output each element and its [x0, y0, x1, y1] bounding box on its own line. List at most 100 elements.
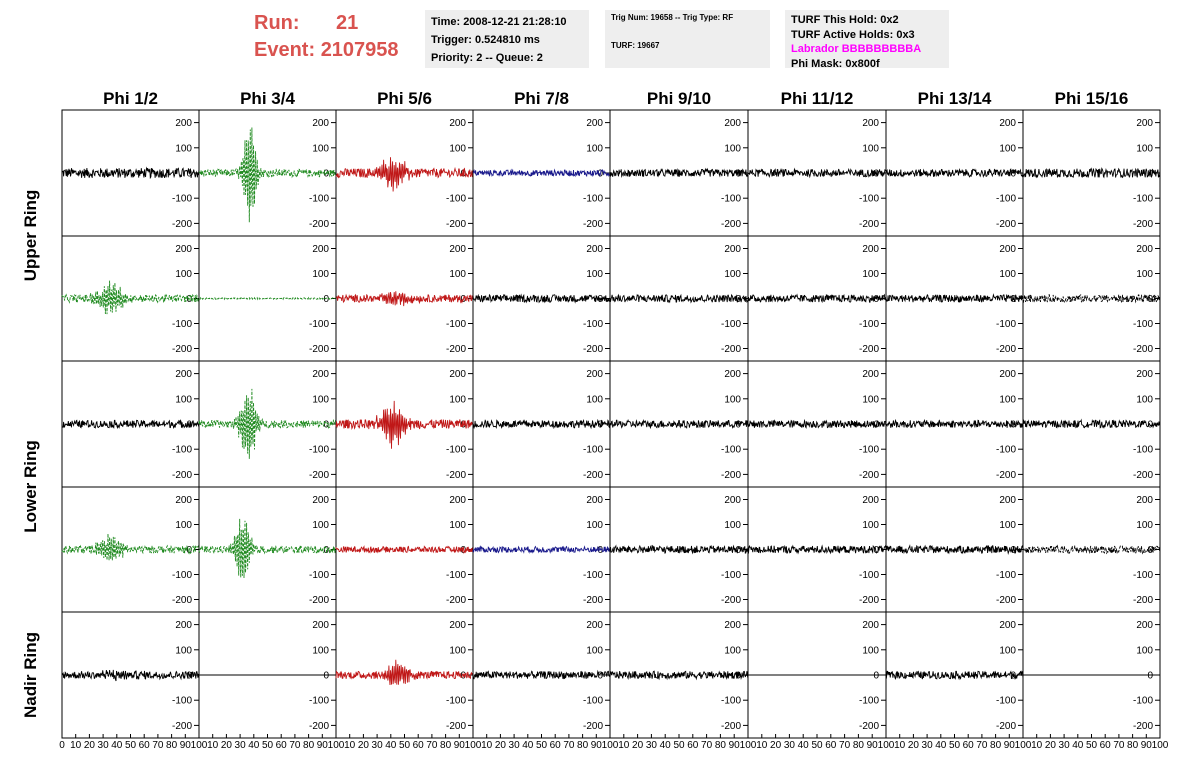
y-tick-label: 200	[999, 244, 1016, 255]
y-tick-label: 0	[873, 545, 879, 556]
y-tick-label: -100	[172, 696, 192, 707]
x-tick-label: 60	[687, 740, 699, 751]
y-tick-label: 200	[175, 369, 192, 380]
waveform-trace	[335, 291, 474, 307]
waveform-trace	[335, 400, 474, 449]
x-tick-label: 60	[550, 740, 562, 751]
run-value: 21	[336, 12, 359, 34]
y-tick-label: 200	[1136, 244, 1153, 255]
y-tick-label: -200	[309, 721, 329, 732]
y-tick-label: -100	[996, 696, 1016, 707]
y-tick-label: -100	[309, 696, 329, 707]
x-tick-label: 20	[358, 740, 370, 751]
x-tick-label: 30	[509, 740, 521, 751]
x-tick-label: 10	[894, 740, 906, 751]
x-tick-label: 90	[317, 740, 329, 751]
time-info-box: Time: 2008-12-21 21:28:10 Trigger: 0.524…	[425, 10, 589, 68]
y-tick-label: -100	[721, 194, 741, 205]
x-tick-label: 40	[111, 740, 123, 751]
y-tick-label: 100	[175, 143, 192, 154]
y-tick-label: 100	[862, 394, 879, 405]
x-tick-label: 30	[646, 740, 658, 751]
y-tick-label: 200	[724, 495, 741, 506]
y-tick-label: 200	[449, 244, 466, 255]
y-tick-label: 100	[1136, 143, 1153, 154]
y-tick-label: -100	[996, 319, 1016, 330]
y-tick-label: 200	[862, 620, 879, 631]
x-tick-label: 20	[770, 740, 782, 751]
y-tick-label: -200	[583, 344, 603, 355]
y-tick-label: -200	[859, 219, 879, 230]
x-tick-label: 100	[328, 740, 345, 751]
y-tick-label: 200	[312, 495, 329, 506]
y-tick-label: 200	[586, 620, 603, 631]
y-tick-label: -100	[172, 445, 192, 456]
y-tick-label: -200	[1133, 721, 1153, 732]
y-tick-label: 200	[862, 244, 879, 255]
y-tick-label: -100	[583, 570, 603, 581]
y-tick-label: 100	[999, 143, 1016, 154]
y-tick-label: -200	[446, 470, 466, 481]
y-tick-label: 100	[312, 394, 329, 405]
x-tick-label: 50	[673, 740, 685, 751]
y-tick-label: 100	[862, 143, 879, 154]
time-text: Time: 2008-12-21 21:28:10	[431, 16, 567, 28]
y-tick-label: 100	[449, 394, 466, 405]
y-tick-label: 200	[999, 495, 1016, 506]
y-tick-label: -100	[996, 445, 1016, 456]
waveform-trace	[885, 670, 1024, 681]
waveform-trace	[609, 670, 749, 681]
y-tick-label: 100	[1136, 520, 1153, 531]
y-tick-label: -100	[721, 445, 741, 456]
labrador-text: Labrador BBBBBBBBBA	[791, 43, 922, 55]
waveform-trace	[886, 418, 1024, 429]
x-tick-label: 40	[935, 740, 947, 751]
waveform-trace	[198, 388, 337, 459]
waveform-trace	[609, 418, 749, 430]
waveform-trace	[1022, 544, 1161, 555]
y-tick-label: -100	[583, 445, 603, 456]
y-tick-label: 0	[873, 294, 879, 305]
phi-mask-text: Phi Mask: 0x800f	[791, 57, 880, 70]
trigger-info-box: Trig Num: 19658 -- Trig Type: RF TURF: 1…	[605, 10, 770, 68]
y-tick-label: 0	[735, 545, 741, 556]
waveform-trace	[335, 659, 473, 686]
y-tick-label: 100	[862, 645, 879, 656]
y-tick-label: 200	[175, 244, 192, 255]
x-tick-label: 10	[344, 740, 356, 751]
y-tick-label: -100	[859, 445, 879, 456]
y-tick-label: 100	[312, 269, 329, 280]
y-tick-label: -100	[996, 194, 1016, 205]
y-tick-label: -100	[446, 696, 466, 707]
x-tick-label: 60	[1100, 740, 1112, 751]
x-tick-label: 80	[577, 740, 589, 751]
x-tick-label: 40	[1072, 740, 1084, 751]
waveform-trace	[472, 418, 611, 430]
y-tick-label: 200	[724, 369, 741, 380]
row-title: Upper Ring	[21, 190, 40, 282]
x-tick-label: 60	[963, 740, 975, 751]
y-tick-label: 200	[449, 620, 466, 631]
row-title: Lower Ring	[21, 440, 40, 533]
waveform-trace	[335, 157, 474, 192]
y-tick-label: -200	[446, 219, 466, 230]
x-tick-label: 100	[878, 740, 895, 751]
waveform-trace	[61, 669, 200, 682]
x-tick-label: 40	[522, 740, 534, 751]
y-tick-label: -200	[996, 595, 1016, 606]
y-tick-label: -100	[446, 319, 466, 330]
y-tick-label: -200	[996, 721, 1016, 732]
y-tick-label: 0	[1147, 671, 1153, 682]
y-tick-label: -100	[172, 570, 192, 581]
y-tick-label: 200	[999, 118, 1016, 129]
y-tick-label: 200	[1136, 118, 1153, 129]
y-tick-label: 200	[586, 495, 603, 506]
x-tick-label: 20	[221, 740, 233, 751]
y-tick-label: 200	[1136, 369, 1153, 380]
event-value: 2107958	[320, 39, 399, 61]
waveform-trace	[472, 168, 611, 178]
y-tick-label: 100	[999, 269, 1016, 280]
x-tick-label: 90	[1141, 740, 1153, 751]
waveform-trace	[335, 545, 474, 555]
y-tick-label: 100	[862, 269, 879, 280]
